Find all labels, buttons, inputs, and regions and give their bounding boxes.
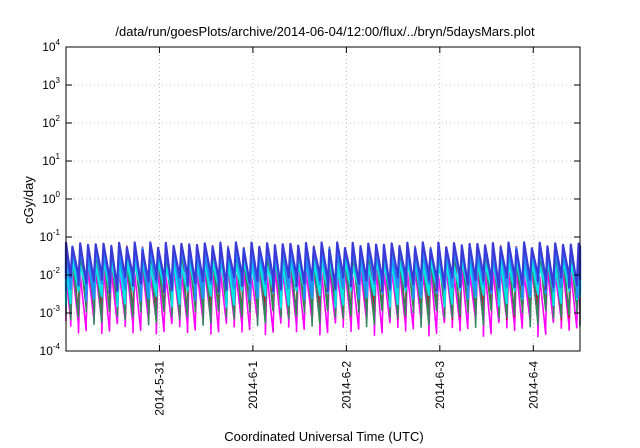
x-tick-label: 2014-6-1 (246, 361, 260, 409)
y-tick-label: 100 (42, 190, 60, 206)
x-tick-label: 2014-6-2 (339, 361, 353, 409)
y-tick-label: 10-1 (40, 228, 61, 244)
y-tick-label: 101 (42, 152, 60, 168)
series-line (64, 241, 582, 294)
y-tick-label: 10-4 (40, 342, 61, 358)
y-tick-label: 102 (42, 114, 60, 130)
grid (66, 47, 580, 351)
y-axis-title: cGy/day (21, 176, 36, 224)
x-tick-label: 2014-6-3 (433, 361, 447, 409)
y-tick-label: 103 (42, 76, 60, 92)
axes: 10-4 10-3 10-2 10-1 100 101 102 103 104 2014-5-31… (40, 38, 581, 416)
series-lines (64, 241, 582, 338)
y-tick-label: 104 (42, 38, 60, 54)
chart-title: /data/run/goesPlots/archive/2014-06-04/1… (115, 24, 535, 39)
x-tick-label: 2014-5-31 (152, 361, 166, 416)
x-axis-title: Coordinated Universal Time (UTC) (224, 429, 423, 444)
y-tick-label: 10-2 (40, 266, 61, 282)
plot-frame (65, 46, 581, 352)
y-tick-label: 10-3 (40, 304, 61, 320)
x-tick-label: 2014-6-4 (526, 361, 540, 409)
